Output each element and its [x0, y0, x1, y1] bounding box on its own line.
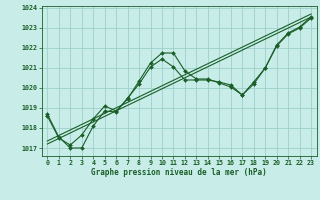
X-axis label: Graphe pression niveau de la mer (hPa): Graphe pression niveau de la mer (hPa)	[91, 168, 267, 177]
